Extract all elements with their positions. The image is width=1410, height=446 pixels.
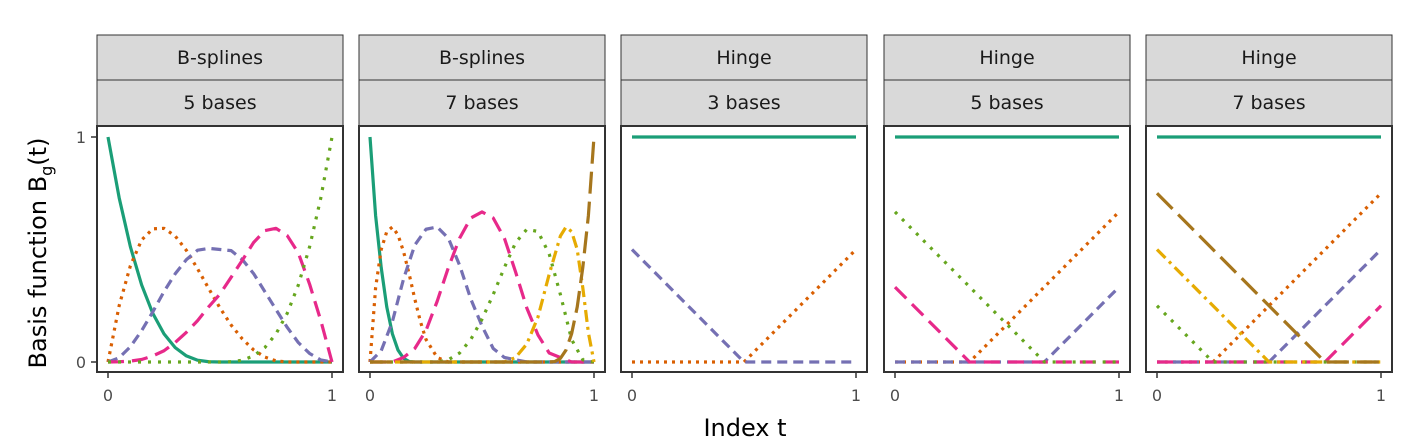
panel-background	[621, 126, 867, 372]
strip-background-bottom	[620, 79, 868, 127]
facet-panel: Hinge 5 bases 0 1	[883, 34, 1131, 405]
strip-label-bases: 7 bases	[1232, 92, 1305, 114]
basis-curve	[370, 136, 596, 364]
strip-background-bottom	[883, 79, 1131, 127]
y-axis-title-subscript: g	[37, 166, 56, 176]
x-tick-label: 0	[627, 386, 637, 405]
basis-curve	[1155, 192, 1381, 364]
y-axis-title-main: Basis function B	[24, 176, 52, 369]
x-tick-label: 1	[589, 386, 599, 405]
y-axis-title-tail: (t)	[24, 138, 52, 166]
basis-curve	[370, 227, 595, 364]
basis-curve	[107, 246, 333, 364]
y-axis-title: Basis function Bg(t)	[24, 138, 56, 369]
strip-label-family: Hinge	[979, 47, 1034, 69]
x-tick-label: 1	[327, 386, 337, 405]
strip-background-top	[1145, 34, 1393, 81]
x-tick-label: 1	[1114, 386, 1124, 405]
x-tick-label: 0	[1152, 386, 1162, 405]
panel-border	[620, 125, 868, 373]
basis-curve	[893, 210, 1119, 364]
strip-label-bases: 5 bases	[183, 92, 256, 114]
facet-panel: Hinge 3 bases 0 1	[620, 34, 868, 405]
y-tick-label: 0	[76, 353, 86, 372]
panel-background	[359, 126, 605, 372]
facet-panel: B-splines 5 bases 0 1 0 1	[76, 34, 344, 405]
basis-curve	[893, 285, 1119, 364]
strip-background-top	[883, 34, 1131, 81]
strip-label-family: B-splines	[177, 47, 263, 69]
x-tick-label: 0	[890, 386, 900, 405]
panel-border	[358, 125, 606, 373]
x-tick-label: 0	[365, 386, 375, 405]
x-tick-label: 1	[851, 386, 861, 405]
facet-panel: Hinge 7 bases 0 1	[1145, 34, 1393, 405]
strip-label-bases: 3 bases	[707, 92, 780, 114]
strip-background-bottom	[1145, 79, 1393, 127]
strip-label-family: Hinge	[716, 47, 771, 69]
basis-curve	[370, 210, 594, 364]
y-tick-label: 1	[76, 128, 86, 147]
basis-curve	[107, 226, 334, 364]
strip-label-bases: 7 bases	[445, 92, 518, 114]
panel-border	[1145, 125, 1393, 373]
x-axis-title: Index t	[703, 414, 786, 442]
facet-panel: B-splines 7 bases 0 1	[358, 34, 606, 405]
x-tick-label: 1	[1376, 386, 1386, 405]
basis-curve	[108, 136, 334, 364]
strip-background-top	[96, 34, 344, 81]
basis-curve	[632, 248, 858, 364]
basis-curve	[370, 225, 596, 364]
strip-label-bases: 5 bases	[970, 92, 1043, 114]
panel-background	[884, 126, 1130, 372]
strip-background-bottom	[96, 79, 344, 127]
basis-curve	[1155, 304, 1381, 364]
panel-border	[96, 125, 344, 373]
strip-label-family: B-splines	[439, 47, 525, 69]
panel-border	[883, 125, 1131, 373]
x-tick-label: 0	[103, 386, 113, 405]
basis-curve	[630, 248, 856, 364]
strip-label-family: Hinge	[1241, 47, 1296, 69]
panel-background	[1146, 126, 1392, 372]
strip-background-top	[620, 34, 868, 81]
